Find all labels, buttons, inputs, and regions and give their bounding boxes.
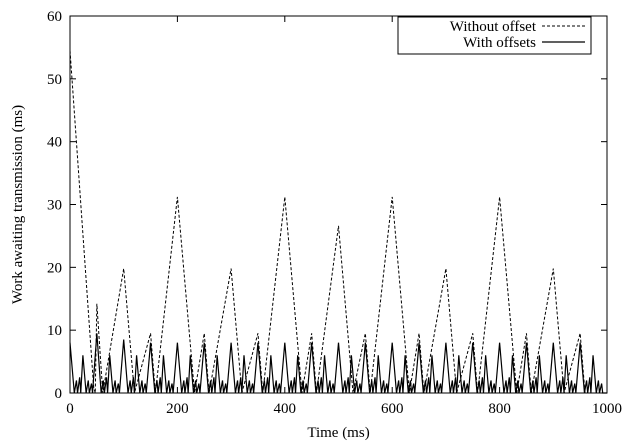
x-tick-label-200: 200 <box>166 401 189 417</box>
y-tick-label-10: 10 <box>47 323 62 339</box>
y-tick-label-40: 40 <box>47 135 62 151</box>
y-axis-title: Work awaiting transmission (ms) <box>10 105 26 304</box>
y-tick-label-60: 60 <box>47 9 62 25</box>
x-tick-label-800: 800 <box>488 401 511 417</box>
y-tick-label-20: 20 <box>47 260 62 276</box>
x-tick-label-400: 400 <box>274 401 297 417</box>
tick-group: 0 200 400 600 800 1000 0 10 20 30 40 50 60 <box>47 9 622 417</box>
y-tick-label-50: 50 <box>47 72 62 88</box>
y-tick-label-0: 0 <box>55 386 63 402</box>
x-tick-label-1000: 1000 <box>592 401 622 417</box>
x-axis-title: Time (ms) <box>307 425 369 441</box>
legend-label-with-offsets: With offsets <box>463 35 536 51</box>
x-tick-label-0: 0 <box>66 401 74 417</box>
legend: Without offset With offsets <box>397 16 592 55</box>
legend-box <box>397 16 592 55</box>
legend-label-without-offset: Without offset <box>450 19 537 35</box>
y-tick-label-30: 30 <box>47 198 62 214</box>
x-tick-label-600: 600 <box>381 401 404 417</box>
series-group <box>69 50 607 394</box>
series-line-with-offsets <box>69 333 607 394</box>
plot-frame <box>69 15 608 394</box>
